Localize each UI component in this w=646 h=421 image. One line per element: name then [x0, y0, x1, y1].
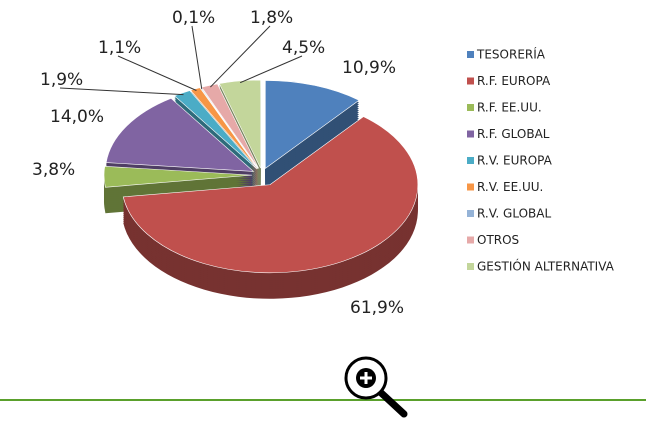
leader-line [117, 55, 197, 91]
leader-line [191, 25, 203, 90]
pie [103, 79, 419, 299]
data-label: 14,0% [50, 107, 104, 127]
data-label: 3,8% [32, 160, 75, 180]
legend-label: R.F. EE.UU. [477, 101, 542, 115]
legend-label: GESTIÓN ALTERNATIVA [477, 259, 615, 274]
slice [218, 79, 261, 169]
legend-swatch [467, 263, 474, 270]
leader-line [210, 25, 271, 88]
slice [103, 165, 253, 188]
legend-swatch [467, 51, 474, 58]
legend-label: OTROS [477, 233, 519, 247]
legend-swatch [467, 104, 474, 111]
legend-swatch [467, 77, 474, 85]
data-label: 61,9% [350, 298, 404, 318]
slice [173, 90, 258, 170]
data-label: 1,1% [98, 38, 141, 58]
legend-label: TESORERÍA [476, 47, 546, 62]
leader-line [239, 55, 303, 84]
data-label: 4,5% [282, 38, 325, 58]
legend: TESORERÍA R.F. EUROPA R.F. EE.UU. R.F. GLOB… [467, 47, 615, 274]
legend-swatch [467, 130, 474, 138]
slice [122, 116, 419, 274]
legend-swatch [467, 236, 474, 244]
legend-swatch [467, 157, 474, 164]
legend-swatch [467, 183, 474, 191]
slice [105, 97, 255, 172]
leader-line [59, 87, 184, 96]
data-label: 0,1% [172, 8, 215, 28]
slice [190, 87, 259, 169]
data-label: 1,9% [40, 70, 83, 90]
legend-label: R.V. GLOBAL [477, 207, 551, 221]
zoom-icon[interactable] [344, 356, 408, 418]
legend-label: R.V. EUROPA [477, 154, 553, 168]
legend-label: R.F. EUROPA [477, 74, 551, 88]
legend-label: R.V. EE.UU. [477, 180, 543, 194]
legend-label: R.F. GLOBAL [477, 127, 550, 141]
data-label: 10,9% [342, 58, 396, 78]
data-labels: 10,9% 61,9% 3,8% 14,0% 1,9% 1,1% 0,1% 1,8% 4,5% [32, 8, 404, 318]
data-label: 1,8% [250, 8, 293, 28]
slice [265, 80, 360, 169]
legend-swatch [467, 210, 474, 217]
